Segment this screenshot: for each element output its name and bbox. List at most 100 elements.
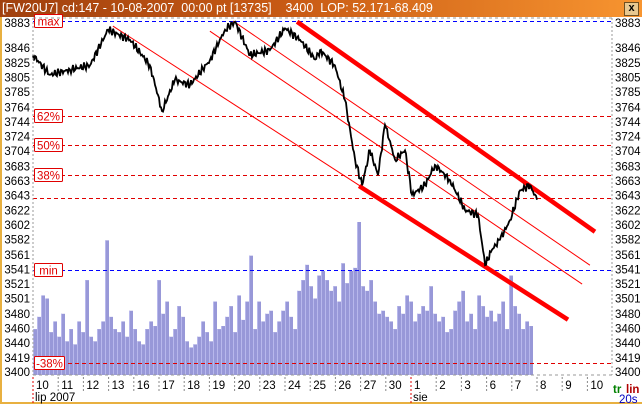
y-tick-label-left: 3663 xyxy=(4,176,30,188)
volume-bar xyxy=(385,316,389,375)
y-tick-label-left: 3846 xyxy=(4,43,30,55)
volume-bar xyxy=(301,280,305,375)
volume-bar xyxy=(349,270,353,375)
trend-toggle[interactable]: tr xyxy=(613,384,622,396)
volume-bar xyxy=(273,332,277,375)
channel-line-thin xyxy=(112,25,361,187)
level-label-box xyxy=(34,356,65,370)
volume-bar xyxy=(345,283,349,375)
x-tick-label: 10 xyxy=(590,380,603,392)
volume-bar xyxy=(329,290,333,375)
corner-labels: tr lin 20s xyxy=(613,384,639,404)
volume-bar xyxy=(453,310,457,375)
volume-bar xyxy=(225,316,229,375)
y-tick-label-right: 3883 xyxy=(615,18,641,30)
y-tick-label-right: 3582 xyxy=(615,235,641,247)
y-tick-label-left: 3440 xyxy=(4,338,30,350)
volume-bar xyxy=(141,344,145,375)
volume-bar xyxy=(121,321,125,375)
volume-bar xyxy=(61,313,65,375)
x-tick-label: 24 xyxy=(288,380,301,392)
y-tick-label-right: 3541 xyxy=(615,265,641,277)
volume-bar xyxy=(305,264,309,375)
y-tick-label-left: 3643 xyxy=(4,190,30,202)
volume-bar xyxy=(397,306,401,375)
volume-bar xyxy=(377,313,381,375)
volume-bar xyxy=(265,313,269,375)
volume-bar xyxy=(81,332,85,375)
volume-bar xyxy=(229,306,233,375)
volume-bar xyxy=(117,332,121,375)
level-label-box xyxy=(34,168,63,182)
volume-bar xyxy=(469,313,473,375)
volume-bar xyxy=(473,329,477,375)
volume-bar xyxy=(449,329,453,375)
volume-bar xyxy=(465,321,469,375)
volume-bar xyxy=(513,306,517,375)
y-tick-label-left: 3582 xyxy=(4,235,30,247)
y-tick-label-right: 3643 xyxy=(615,190,641,202)
x-tick-label: 26 xyxy=(338,380,351,392)
y-tick-label-left: 3400 xyxy=(4,367,30,379)
y-tick-label-right: 3501 xyxy=(615,294,641,306)
y-tick-label-right: 3480 xyxy=(615,309,641,321)
y-tick-label-left: 3521 xyxy=(4,279,30,291)
volume-bar xyxy=(461,290,465,375)
x-tick-label: 1 xyxy=(414,380,420,392)
y-tick-label-left: 3622 xyxy=(4,206,30,218)
volume-bar xyxy=(421,306,425,375)
volume-bar xyxy=(93,341,97,375)
y-tick-label-left: 3825 xyxy=(4,58,30,70)
y-tick-label-right: 3724 xyxy=(615,132,641,144)
volume-bar xyxy=(105,240,109,375)
volume-bar xyxy=(41,295,45,375)
x-tick-label: 12 xyxy=(86,380,99,392)
volume-bar xyxy=(77,321,81,375)
volume-bar xyxy=(101,321,105,375)
y-tick-label-left: 3602 xyxy=(4,220,30,232)
volume-bar xyxy=(405,295,409,375)
volume-bar xyxy=(257,301,261,375)
volume-bar xyxy=(485,316,489,375)
volume-bar xyxy=(353,267,357,375)
x-tick-label: 6 xyxy=(490,380,496,392)
x-tick-label: 11 xyxy=(61,380,73,392)
volume-bar xyxy=(197,336,201,375)
level-label: -38% xyxy=(36,359,63,371)
interval-label[interactable]: 20s xyxy=(619,394,638,404)
title-bar: [FW20U7] cd:147 - 10-08-2007 00:00 pt [1… xyxy=(0,0,642,17)
channel-line-thin xyxy=(209,30,583,285)
volume-bar xyxy=(145,329,149,375)
volume-bar xyxy=(417,313,421,375)
volume-bar xyxy=(313,298,317,375)
x-tick-label: 13 xyxy=(112,380,125,392)
volume-bar xyxy=(489,310,493,375)
volume-bar xyxy=(501,301,505,375)
volume-bar xyxy=(309,286,313,375)
volume-bar xyxy=(97,329,101,375)
volume-bar xyxy=(409,301,413,375)
volume-bar xyxy=(241,319,245,375)
price-line xyxy=(32,20,538,267)
volume-bar xyxy=(125,336,129,375)
x-tick-label: 20 xyxy=(238,380,251,392)
volume-bar xyxy=(213,301,217,375)
y-tick-label-right: 3521 xyxy=(615,279,641,291)
volume-bar xyxy=(221,326,225,375)
volume-bar xyxy=(525,321,529,375)
x-tick-label: 16 xyxy=(137,380,150,392)
volume-bar xyxy=(185,341,189,375)
volume-bar xyxy=(281,310,285,375)
level-label: 50% xyxy=(37,141,60,153)
y-tick-label-left: 3764 xyxy=(4,102,30,114)
x-tick-label: 8 xyxy=(540,380,546,392)
volume-bar xyxy=(425,310,429,375)
y-tick-label-right: 3561 xyxy=(615,250,641,262)
volume-bar xyxy=(381,310,385,375)
linear-scale-toggle[interactable]: lin xyxy=(626,384,639,396)
x-tick-label: 27 xyxy=(364,380,377,392)
close-button[interactable]: x xyxy=(624,2,639,16)
